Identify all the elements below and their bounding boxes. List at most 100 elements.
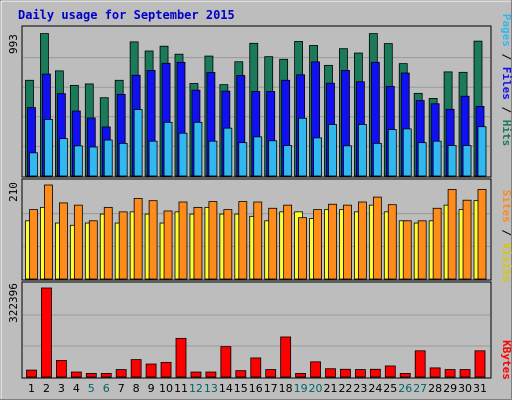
bar-pages-day-9	[148, 140, 158, 177]
bar-kbytes-day-11	[175, 337, 187, 378]
bar-pages-day-1	[29, 152, 38, 177]
bar-pages-day-11	[178, 132, 188, 177]
bar-pages-day-5	[88, 146, 98, 177]
bar-kbytes-day-21	[325, 368, 336, 378]
bar-kbytes-day-2	[41, 287, 52, 378]
legend-kbytes: KBytes	[500, 340, 512, 380]
legend-sites-visits: Sites / Visits	[500, 190, 512, 283]
x-tick-label-19: 19	[294, 382, 308, 395]
x-tick-label-15: 15	[234, 382, 248, 395]
x-tick-label-16: 16	[249, 382, 263, 395]
bar-kbytes-day-22	[340, 368, 351, 378]
bar-kbytes-day-1	[26, 369, 37, 378]
bar-visits-day-29	[447, 189, 457, 280]
bar-kbytes-day-8	[130, 359, 142, 378]
bar-pages-day-17	[268, 140, 278, 177]
bar-visits-day-4	[73, 204, 83, 280]
bar-kbytes-day-18	[280, 336, 292, 378]
bar-pages-day-23	[357, 124, 367, 177]
bar-kbytes-day-12	[190, 371, 202, 378]
bar-kbytes-day-29	[444, 369, 456, 378]
bar-kbytes-day-20	[310, 361, 321, 378]
bar-kbytes-day-28	[429, 367, 441, 378]
bar-pages-day-21	[328, 124, 337, 177]
legend-kbytes-label: KBytes	[500, 340, 512, 380]
bar-kbytes-day-19	[295, 373, 307, 378]
bar-visits-day-12	[193, 206, 203, 280]
legend-hits: Hits	[500, 120, 512, 147]
bar-kbytes-day-25	[384, 365, 396, 378]
x-tick-label-23: 23	[353, 382, 367, 395]
x-tick-label-25: 25	[383, 382, 397, 395]
legend-sites: Sites	[500, 190, 512, 223]
bar-visits-day-19	[298, 217, 308, 280]
bar-kbytes-day-3	[56, 360, 67, 378]
x-tick-label-20: 20	[309, 382, 323, 395]
bar-kbytes-day-23	[354, 369, 366, 378]
bar-pages-day-27	[417, 142, 427, 177]
bar-pages-day-3	[59, 138, 68, 177]
bar-kbytes-day-15	[235, 370, 247, 378]
bar-visits-day-2	[44, 184, 53, 280]
bar-kbytes-day-24	[369, 368, 381, 378]
bar-visits-day-23	[357, 201, 367, 280]
x-tick-label-28: 28	[428, 382, 442, 395]
bar-visits-day-21	[328, 203, 337, 280]
bar-kbytes-day-7	[115, 369, 127, 378]
x-tick-label-3: 3	[58, 382, 65, 395]
bar-visits-day-13	[208, 201, 218, 280]
x-tick-label-24: 24	[368, 382, 382, 395]
bar-visits-day-27	[417, 220, 427, 280]
bar-pages-day-19	[298, 117, 308, 177]
bar-visits-day-25	[387, 204, 397, 280]
bar-pages-day-25	[387, 129, 397, 177]
x-tick-label-1: 1	[28, 382, 35, 395]
bar-pages-day-7	[118, 142, 128, 177]
bar-visits-day-10	[163, 210, 173, 280]
bar-kbytes-day-16	[250, 357, 262, 378]
bar-kbytes-day-10	[160, 361, 172, 378]
x-tick-label-2: 2	[43, 382, 50, 395]
x-tick-label-12: 12	[189, 382, 203, 395]
bar-visits-day-28	[432, 207, 442, 280]
bar-pages-day-28	[432, 140, 442, 177]
legend-visits: Visits	[500, 243, 512, 283]
x-tick-label-8: 8	[133, 382, 140, 395]
bar-visits-day-22	[343, 204, 352, 280]
bar-pages-day-15	[238, 142, 248, 177]
bar-pages-day-13	[208, 140, 218, 177]
x-tick-label-30: 30	[458, 382, 472, 395]
bar-visits-day-31	[477, 189, 487, 280]
x-tick-label-10: 10	[159, 382, 173, 395]
bar-pages-day-14	[223, 127, 233, 177]
x-tick-label-7: 7	[118, 382, 125, 395]
legend-files: Files	[500, 67, 512, 100]
bar-kbytes-day-6	[100, 373, 112, 378]
bar-pages-day-16	[253, 136, 263, 177]
bar-visits-day-24	[372, 196, 382, 280]
bar-pages-day-18	[283, 145, 293, 177]
bar-visits-day-14	[223, 209, 233, 280]
bar-pages-day-29	[447, 145, 457, 177]
x-tick-label-18: 18	[279, 382, 293, 395]
x-tick-label-9: 9	[148, 382, 155, 395]
x-tick-label-17: 17	[264, 382, 278, 395]
bar-visits-day-30	[462, 199, 472, 280]
x-tick-label-27: 27	[413, 382, 427, 395]
bar-visits-day-20	[313, 209, 322, 280]
x-tick-label-14: 14	[219, 382, 233, 395]
bar-kbytes-day-5	[85, 373, 97, 378]
bar-kbytes-day-30	[459, 369, 471, 378]
bar-visits-day-1	[29, 209, 38, 280]
bar-pages-day-2	[44, 119, 53, 177]
bar-visits-day-15	[238, 201, 248, 280]
bar-visits-day-3	[59, 202, 68, 280]
x-tick-label-22: 22	[338, 382, 352, 395]
y-max-label-hits: 993	[7, 34, 20, 54]
bar-visits-day-6	[103, 206, 113, 280]
x-tick-label-11: 11	[174, 382, 188, 395]
bar-kbytes-day-14	[220, 346, 232, 378]
bar-kbytes-day-13	[205, 371, 217, 378]
x-tick-label-5: 5	[88, 382, 95, 395]
